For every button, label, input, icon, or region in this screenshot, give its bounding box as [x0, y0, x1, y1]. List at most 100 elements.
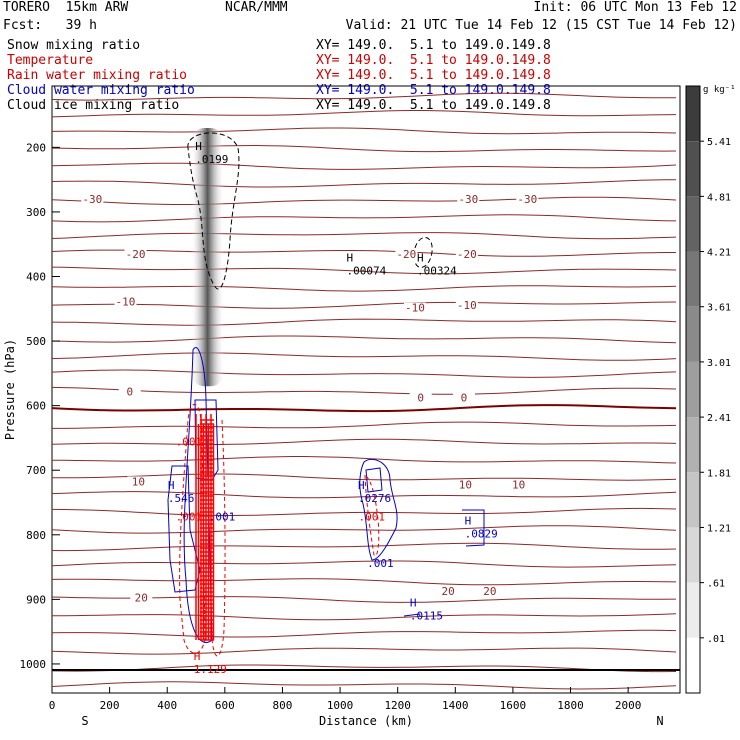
forecast-label: Fcst: 39 h	[3, 18, 97, 33]
isotherm-label-bg	[409, 392, 432, 404]
isotherm-label-bg	[114, 296, 137, 308]
isotherm-label-bg	[516, 194, 539, 206]
rain-water-contour	[211, 419, 226, 657]
isotherm-line	[52, 110, 677, 118]
isotherm-line	[52, 542, 677, 552]
center-label: NCAR/MMM	[225, 0, 288, 15]
model-label: TORERO 15km ARW	[3, 0, 129, 15]
isotherm-label-bg	[452, 392, 475, 404]
max-value: 1.129	[194, 663, 227, 676]
isotherm-label: 10	[132, 475, 145, 488]
y-tick-label: 600	[26, 400, 46, 413]
max-value: .00324	[417, 265, 457, 278]
colorbar-segment	[686, 306, 700, 362]
max-marker: H	[410, 596, 417, 609]
isotherm-label: -20	[396, 248, 416, 261]
colorbar-segment	[686, 582, 700, 638]
isotherm-label: 0	[126, 386, 133, 399]
max-marker: H	[194, 650, 201, 663]
rain-water-contour	[364, 473, 380, 557]
x-tick-label: 200	[100, 699, 120, 712]
legend-xy: XY= 149.0. 5.1 to 149.0.149.8	[316, 68, 551, 83]
isotherm-label: 20	[135, 592, 148, 605]
colorbar-segment	[686, 196, 700, 252]
isotherm-line	[52, 162, 677, 170]
isotherm-label-bg	[455, 300, 478, 312]
y-axis-title: Pressure (hPa)	[3, 339, 17, 440]
isotherm-group	[52, 92, 677, 690]
plot-frame	[51, 85, 681, 694]
legend-xy: XY= 149.0. 5.1 to 149.0.149.8	[316, 38, 551, 53]
rain-water-contour	[179, 403, 206, 654]
y-tick-label: 900	[26, 593, 46, 606]
isotherm-line	[52, 560, 677, 568]
isotherm-line	[52, 596, 677, 603]
max-value: .0829	[465, 527, 498, 540]
isotherm-line	[52, 491, 677, 499]
max-marker: H	[195, 140, 202, 153]
max-value: .00074	[346, 265, 386, 278]
colorbar-frame	[685, 85, 701, 694]
isotherm-line	[52, 507, 677, 516]
isotherm-label: -30	[458, 193, 478, 206]
colorbar-level-label: 2.41	[707, 413, 731, 424]
isotherm-label: -20	[457, 248, 477, 261]
y-tick-label: 800	[26, 529, 46, 542]
isotherm-line	[52, 335, 677, 344]
colorbar-units: g kg⁻¹	[703, 85, 736, 95]
isotherm-line	[52, 647, 677, 655]
isotherm-line	[52, 369, 677, 378]
x-tick-label: 1200	[384, 699, 411, 712]
isotherm-label-bg	[118, 386, 141, 398]
legend-label: Rain water mixing ratio	[7, 68, 188, 83]
isotherm-line	[52, 613, 677, 621]
isotherm-line	[52, 249, 676, 257]
isotherm-label: 10	[459, 479, 472, 492]
isotherm-line	[52, 266, 677, 275]
contour-label: .001	[359, 511, 386, 524]
colorbar-level-label: 4.81	[707, 192, 731, 203]
isotherm-line	[52, 232, 677, 240]
max-value: .0276	[358, 492, 391, 505]
isotherm-line	[52, 525, 677, 534]
isotherm-label: -20	[126, 248, 146, 261]
max-marker: H	[346, 252, 353, 265]
contour-label: .001	[176, 436, 203, 449]
legend-xy: XY= 149.0. 5.1 to 149.0.149.8	[316, 98, 551, 113]
colorbar-level-label: 5.41	[707, 137, 731, 148]
isotherm-line	[52, 301, 677, 309]
isotherm-line	[52, 438, 677, 445]
cloud-water-contour	[403, 613, 421, 617]
contour-label: .001	[209, 511, 236, 524]
colorbar-segment	[686, 86, 700, 142]
colorbar-segment	[686, 527, 700, 583]
colorbar-level-label: .61	[707, 579, 725, 590]
rain-core	[195, 414, 215, 641]
north-label: N	[656, 714, 663, 728]
zero-isotherm	[52, 404, 677, 413]
colorbar-segment	[686, 417, 700, 473]
cloud-ice-contour	[414, 237, 433, 268]
colorbar-segment	[686, 141, 700, 197]
isotherm-line	[52, 664, 677, 673]
y-tick-label: 200	[26, 141, 46, 154]
isotherm-label-bg	[127, 476, 150, 488]
isotherm-line	[52, 386, 677, 395]
max-value: .546	[168, 492, 195, 505]
colorbar-level-label: 1.81	[707, 468, 731, 479]
isotherm-line	[52, 127, 677, 135]
cloud-water-contour	[167, 465, 201, 593]
isotherm-label: -10	[457, 299, 477, 312]
isotherm-line	[52, 196, 677, 205]
contour-label: .001	[176, 511, 203, 524]
cloud-water-contour	[365, 467, 383, 493]
isotherm-label-bg	[454, 479, 477, 491]
x-tick-label: 1400	[442, 699, 469, 712]
isotherm-line	[52, 179, 677, 188]
isotherm-line	[52, 629, 677, 638]
max-value: .0199	[195, 153, 228, 166]
x-tick-label: 1600	[500, 699, 527, 712]
isotherm-label-bg	[124, 249, 147, 261]
isotherm-label: -30	[82, 193, 102, 206]
max-marker: H	[358, 479, 365, 492]
